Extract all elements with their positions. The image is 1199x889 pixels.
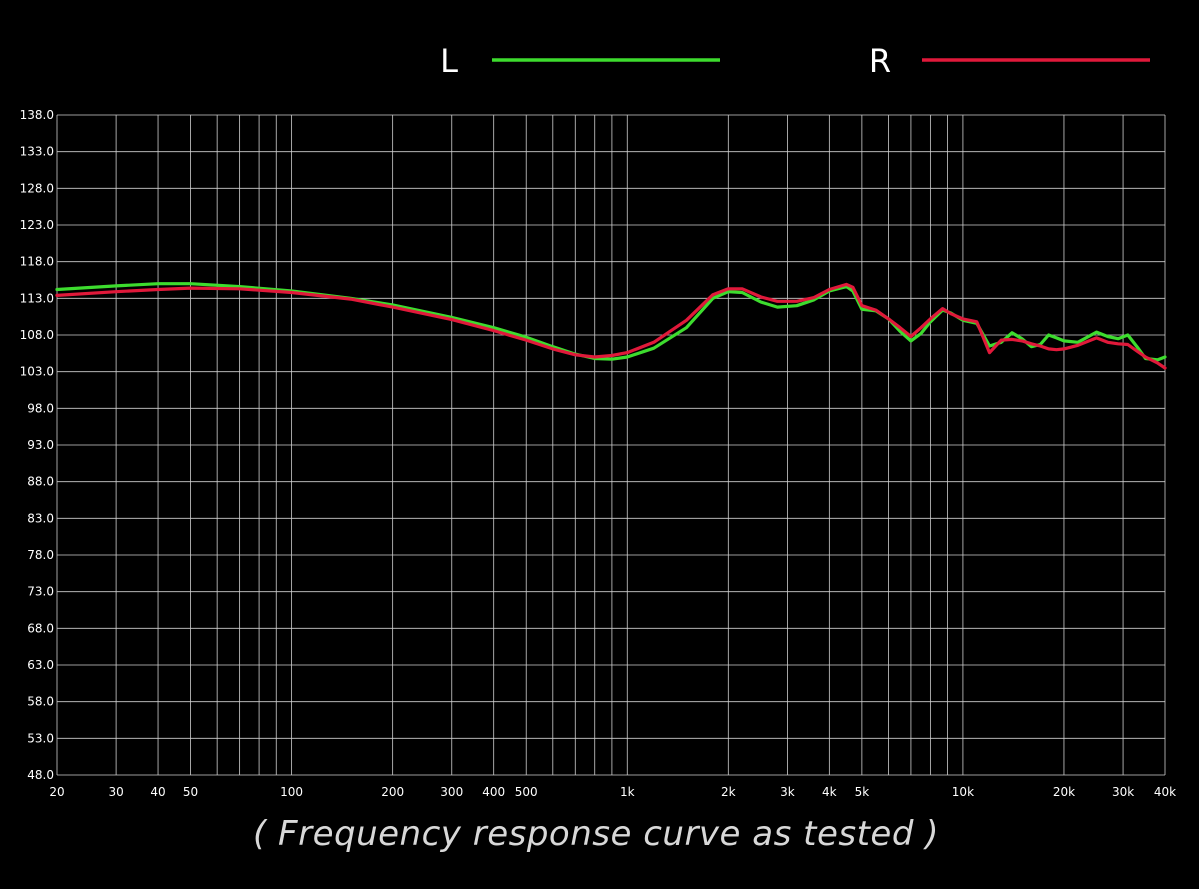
x-tick-label: 50 — [183, 785, 198, 799]
y-tick-label: 58.0 — [27, 695, 54, 709]
x-tick-label: 5k — [855, 785, 870, 799]
y-tick-label: 88.0 — [27, 475, 54, 489]
x-tick-label: 4k — [822, 785, 837, 799]
y-tick-label: 108.0 — [20, 328, 54, 342]
chart-caption: ( Frequency response curve as tested ) — [253, 814, 939, 854]
x-tick-label: 1k — [620, 785, 635, 799]
series-line-l — [55, 282, 1167, 362]
x-axis-ticks: 20 30 40 50 100 200 300 400 500 1k 2k 3k 4k 5k 10k 20k 3… — [49, 785, 1176, 799]
x-tick-label: 30k — [1112, 785, 1134, 799]
y-tick-label: 78.0 — [27, 548, 54, 562]
chart-grid — [56, 114, 1166, 776]
x-tick-label: 100 — [280, 785, 303, 799]
x-tick-label: 300 — [440, 785, 463, 799]
x-tick-label: 30 — [108, 785, 123, 799]
legend-label-l: L — [440, 42, 458, 80]
y-tick-label: 128.0 — [20, 181, 54, 195]
series-line-r — [55, 282, 1167, 370]
y-tick-label: 73.0 — [27, 585, 54, 599]
x-tick-label: 3k — [780, 785, 795, 799]
y-tick-label: 98.0 — [27, 401, 54, 415]
y-tick-label: 63.0 — [27, 658, 54, 672]
y-tick-label: 93.0 — [27, 438, 54, 452]
y-tick-label: 138.0 — [20, 108, 54, 122]
y-tick-label: 48.0 — [27, 768, 54, 782]
y-tick-label: 118.0 — [20, 255, 54, 269]
y-axis-ticks: 138.0 133.0 128.0 123.0 118.0 113.0 108.0 103.0… — [20, 108, 54, 782]
x-tick-label: 400 — [482, 785, 505, 799]
x-tick-label: 20 — [49, 785, 64, 799]
y-tick-label: 68.0 — [27, 621, 54, 635]
y-tick-label: 123.0 — [20, 218, 54, 232]
y-tick-label: 53.0 — [27, 731, 54, 745]
x-tick-label: 2k — [721, 785, 736, 799]
x-tick-label: 20k — [1053, 785, 1075, 799]
y-tick-label: 113.0 — [20, 291, 54, 305]
x-tick-label: 200 — [381, 785, 404, 799]
x-tick-label: 10k — [952, 785, 974, 799]
x-tick-label: 40 — [150, 785, 165, 799]
x-tick-label: 500 — [515, 785, 538, 799]
chart-series — [55, 282, 1167, 370]
y-tick-label: 103.0 — [20, 365, 54, 379]
y-tick-label: 133.0 — [20, 145, 54, 159]
y-tick-label: 83.0 — [27, 511, 54, 525]
x-tick-label: 40k — [1154, 785, 1176, 799]
legend-label-r: R — [869, 42, 891, 80]
